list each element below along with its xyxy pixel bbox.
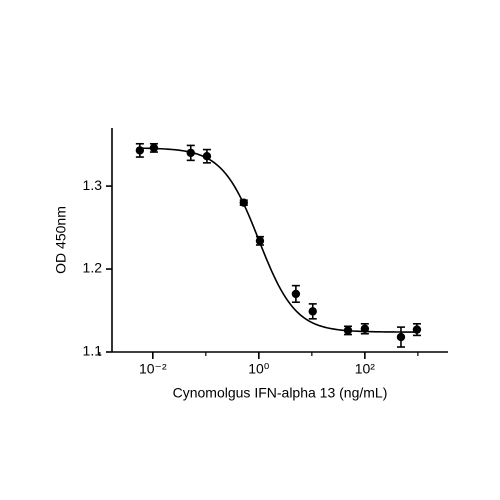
point (135, 146, 145, 155)
x-tick-label: 10⁰ (248, 361, 270, 377)
point (186, 148, 195, 158)
x-tick-label: 10² (355, 361, 376, 377)
y-tick-label: 1.1 (83, 343, 103, 359)
point (308, 307, 317, 316)
y-tick-label: 1.2 (83, 260, 103, 276)
point (412, 325, 422, 334)
point (255, 236, 265, 246)
point (149, 143, 159, 153)
x-tick-label: 10⁻² (139, 361, 167, 377)
y-axis-label: OD 450nm (53, 206, 69, 274)
point (360, 324, 370, 333)
point (239, 198, 248, 207)
y-tick-label: 1.3 (83, 177, 103, 193)
fit-curve (139, 147, 417, 333)
point (291, 289, 301, 299)
point (202, 152, 212, 161)
point (396, 332, 406, 342)
point (343, 326, 353, 335)
x-axis-label: Cynomolgus IFN-alpha 13 (ng/mL) (173, 385, 388, 401)
